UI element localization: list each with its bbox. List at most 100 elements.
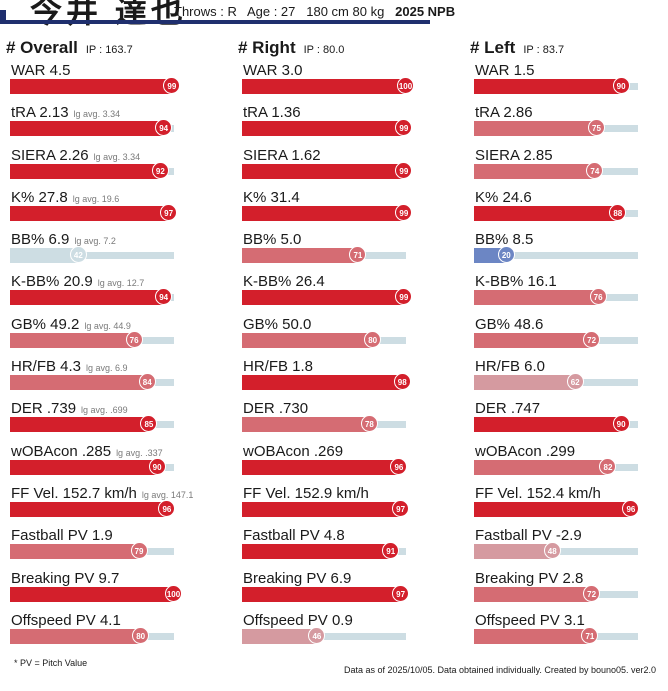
percentile-bar [10,290,165,306]
percentile-bar [242,121,405,137]
season: 2025 NPB [395,4,456,19]
metric-row: BB% 8.5 20 [470,229,668,271]
metric-name-value: K% 27.8 [11,188,68,206]
metric-name-value: SIERA 2.26 [11,146,89,164]
metric-name-value: Breaking PV 6.9 [243,569,352,587]
metric-label: WAR 4.5 [11,62,70,79]
metric-row: Offspeed PV 3.1 71 [470,610,668,652]
percentile-badge: 88 [609,203,627,221]
percentile-track: 85 [10,415,174,433]
metric-label: DER .739 lg avg. .699 [11,400,128,417]
percentile-track: 72 [474,584,638,602]
metric-label: K-BB% 20.9 lg avg. 12.7 [11,273,144,290]
percentile-track: 46 [242,626,406,644]
percentile-track: 80 [10,626,174,644]
metric-label: HR/FB 6.0 [475,358,545,375]
percentile-badge: 99 [395,119,413,137]
metric-label: DER .730 [243,400,308,417]
league-average: lg avg. 147.1 [141,489,194,500]
percentile-track: 97 [10,203,178,221]
percentile-badge: 71 [581,626,599,644]
percentile-track: 100 [242,77,414,94]
metric-label: BB% 8.5 [475,231,533,248]
metric-label: Breaking PV 2.8 [475,570,583,587]
percentile-badge: 42 [69,246,87,264]
metric-label: Offspeed PV 0.9 [243,612,353,629]
percentile-bar [10,501,168,517]
percentile-badge: 91 [382,542,400,560]
league-average: lg avg. 19.6 [72,193,120,204]
percentile-track: 99 [242,203,413,221]
percentile-badge: 62 [566,373,584,391]
league-average: lg avg. .699 [81,405,128,416]
percentile-bar [242,417,370,433]
percentile-badge: 99 [395,203,413,221]
metric-label: wOBAcon .299 [475,443,575,460]
metric-row: K% 31.4 99 [238,187,438,229]
percentile-badge: 96 [390,457,408,475]
metric-label: DER .747 [475,400,540,417]
metric-row: wOBAcon .269 96 [238,441,438,483]
metric-name-value: HR/FB 4.3 [11,358,82,376]
percentile-bar [10,375,148,391]
percentile-track: 20 [474,246,638,264]
percentile-badge: 99 [395,161,413,179]
metric-name-value: WAR 1.5 [475,62,535,79]
metric-row: Breaking PV 2.8 72 [470,568,668,610]
metric-name-value: WAR 3.0 [243,62,303,79]
percentile-bar [10,544,140,560]
percentile-badge: 99 [163,77,181,94]
percentile-badge: 20 [497,246,515,264]
percentile-track: 99 [242,119,413,137]
innings-pitched: IP : 83.7 [523,44,565,56]
metric-label: wOBAcon .269 [243,443,343,460]
percentile-track: 90 [474,77,638,94]
metric-name-value: DER .730 [243,400,309,418]
metric-row: WAR 1.5 90 [470,60,668,102]
innings-pitched: IP : 163.7 [85,44,133,56]
percentile-badge: 90 [148,457,166,475]
column-2: # Left IP : 83.7 WAR 1.5 90 tRA 2.86 75 SIERA … [470,36,668,652]
metric-name-value: K-BB% 16.1 [475,273,557,291]
metric-row: GB% 50.0 80 [238,314,438,356]
percentile-bar [474,375,576,391]
percentile-bar [242,290,405,306]
metric-row: Offspeed PV 0.9 46 [238,610,438,652]
metric-name-value: FF Vel. 152.7 km/h [11,484,137,502]
metric-name-value: wOBAcon .269 [243,442,344,460]
metric-row: DER .747 90 [470,398,668,440]
metric-label: Breaking PV 9.7 [11,570,119,587]
metric-label: SIERA 2.26 lg avg. 3.34 [11,147,140,164]
metric-row: Fastball PV -2.9 48 [470,525,668,567]
metric-row: Breaking PV 6.9 97 [238,568,438,610]
percentile-track: 98 [242,373,411,391]
percentile-badge: 48 [543,542,561,560]
percentile-badge: 96 [622,499,640,517]
metric-name-value: tRA 1.36 [243,104,301,122]
metric-row: K-BB% 26.4 99 [238,271,438,313]
metric-name-value: Offspeed PV 3.1 [475,611,585,629]
age: Age : 27 [246,4,296,19]
column-1: # Right IP : 80.0 WAR 3.0 100 tRA 1.36 99 SIER… [238,36,438,652]
metric-name-value: K% 31.4 [243,188,300,206]
metric-label: K-BB% 26.4 [243,273,325,290]
percentile-badge: 74 [586,161,604,179]
league-average: lg avg. .337 [116,447,163,458]
metric-name-value: BB% 8.5 [475,231,534,249]
percentile-bar [242,248,359,264]
percentile-track: 88 [474,203,638,221]
percentile-bar [474,332,593,348]
column-title-text: # Right [238,38,296,57]
percentile-bar [474,79,622,94]
metric-name-value: HR/FB 1.8 [243,358,314,376]
metric-row: Breaking PV 9.7 100 [6,568,206,610]
percentile-bar [474,163,596,179]
percentile-badge: 97 [160,203,178,221]
percentile-track: 94 [10,288,174,306]
metric-row: FF Vel. 152.7 km/h lg avg. 147.1 96 [6,483,206,525]
percentile-badge: 84 [138,373,156,391]
metric-name-value: GB% 49.2 [11,315,80,333]
percentile-track: 96 [10,499,176,517]
metric-row: SIERA 1.62 99 [238,145,438,187]
metric-row: DER .739 lg avg. .699 85 [6,398,206,440]
